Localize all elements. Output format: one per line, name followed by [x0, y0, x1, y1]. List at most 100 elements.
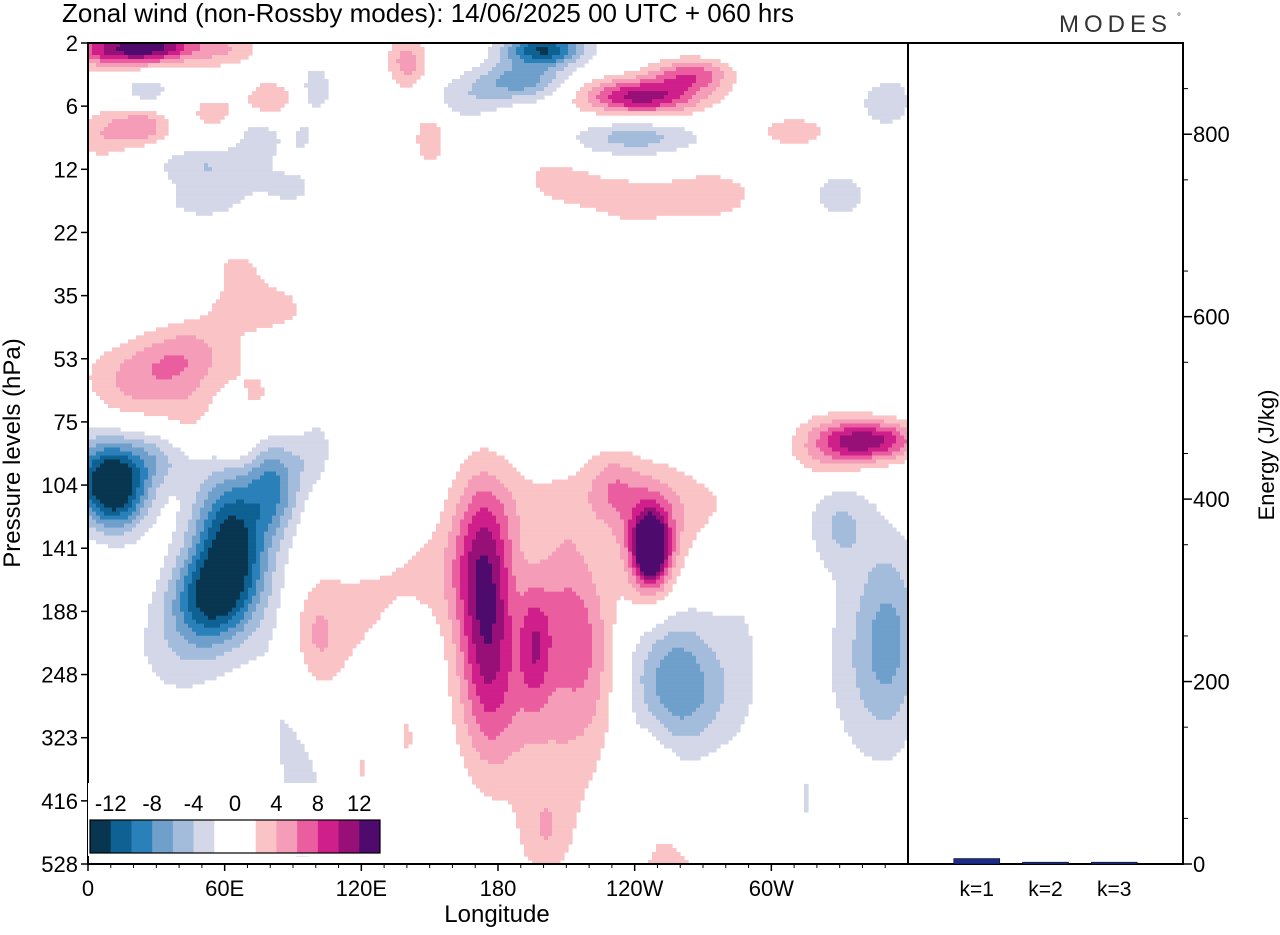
- heatmap-cell: [500, 75, 541, 80]
- heatmap-cell: [188, 547, 197, 553]
- heatmap-cell: [224, 271, 257, 276]
- heatmap-cell: [312, 587, 445, 593]
- heatmap-cell: [520, 659, 533, 665]
- heatmap-cell: [288, 479, 301, 485]
- heatmap-cell: [588, 675, 601, 681]
- heatmap-cell: [676, 75, 697, 80]
- heatmap-cell: [436, 523, 453, 529]
- heatmap-cell: [456, 739, 473, 745]
- heatmap-cell: [768, 127, 821, 132]
- heatmap-cell: [880, 603, 893, 609]
- heatmap-cell: [696, 175, 721, 180]
- heatmap-cell: [200, 47, 233, 52]
- heatmap-cell: [676, 67, 705, 72]
- heatmap-cell: [92, 515, 101, 521]
- heatmap-cell: [148, 619, 165, 625]
- heatmap-cell: [712, 647, 753, 653]
- heatmap-cell: [192, 539, 201, 545]
- heatmap-cell: [448, 675, 461, 681]
- heatmap-cell: [540, 639, 553, 645]
- heatmap-cell: [584, 47, 597, 52]
- heatmap-cell: [664, 535, 669, 541]
- heatmap-cell: [136, 523, 153, 529]
- heatmap-cell: [452, 619, 461, 625]
- heatmap-cell: [672, 535, 677, 541]
- heatmap-cell: [192, 503, 205, 509]
- heatmap-cell: [832, 687, 861, 693]
- heatmap-cell: [148, 655, 181, 661]
- heatmap-cell: [180, 567, 189, 573]
- heatmap-cell: [588, 95, 597, 100]
- heatmap-cell: [500, 567, 509, 573]
- heatmap-cell: [196, 587, 245, 593]
- heatmap-cell: [244, 615, 253, 621]
- heatmap-cell: [680, 547, 689, 553]
- heatmap-cell: [468, 607, 477, 613]
- heatmap-cell: [840, 443, 881, 449]
- heatmap-cell: [168, 583, 177, 589]
- heatmap-cell: [492, 623, 505, 629]
- heatmap-cell: [464, 619, 473, 625]
- heatmap-cell: [892, 431, 901, 437]
- heatmap-cell: [320, 579, 341, 585]
- heatmap-cell: [632, 527, 637, 533]
- heatmap-cell: [464, 547, 473, 553]
- heatmap-cell: [660, 503, 673, 509]
- heatmap-cell: [676, 491, 713, 497]
- heatmap-cell: [552, 635, 593, 641]
- heatmap-cell: [240, 139, 281, 144]
- heatmap-cell: [252, 595, 261, 601]
- heatmap-cell: [132, 483, 141, 489]
- heatmap-cell: [464, 663, 473, 669]
- heatmap-cell: [228, 43, 253, 48]
- heatmap-cell: [596, 475, 653, 481]
- heatmap-cell: [132, 83, 161, 88]
- heatmap-cell: [448, 603, 457, 609]
- heatmap-cell: [196, 523, 205, 529]
- heatmap-cell: [528, 559, 541, 565]
- heatmap-cell: [588, 459, 653, 465]
- heatmap-cell: [224, 283, 269, 288]
- heatmap-cell: [664, 135, 697, 140]
- heatmap-cell: [508, 487, 593, 493]
- heatmap-cell: [636, 563, 641, 569]
- heatmap-cell: [272, 535, 285, 541]
- heatmap-cell: [212, 471, 249, 477]
- heatmap-cell: [244, 519, 257, 525]
- heatmap-cell: [464, 627, 473, 633]
- heatmap-cell: [676, 531, 681, 537]
- heatmap-cell: [480, 631, 493, 637]
- heatmap-cell: [192, 511, 201, 517]
- heatmap-cell: [88, 531, 105, 537]
- heatmap-cell: [220, 507, 261, 513]
- heatmap-cell: [608, 491, 661, 497]
- heatmap-cell: [476, 567, 493, 573]
- heatmap-cell: [576, 43, 585, 48]
- heatmap-cell: [672, 527, 677, 533]
- heatmap-cell: [804, 787, 809, 793]
- heatmap-cell: [416, 59, 425, 64]
- heatmap-cell: [128, 455, 141, 461]
- heatmap-cell: [624, 95, 665, 100]
- heatmap-cell: [248, 535, 257, 541]
- heatmap-cell: [308, 667, 341, 673]
- heatmap-cell: [468, 551, 497, 557]
- heatmap-cell: [468, 599, 477, 605]
- heatmap-cell: [168, 551, 181, 557]
- heatmap-cell: [100, 355, 133, 360]
- heatmap-cell: [168, 459, 253, 465]
- heatmap-cell: [628, 543, 633, 549]
- heatmap-cell: [636, 531, 665, 537]
- heatmap-cell: [900, 447, 909, 453]
- heatmap-cell: [192, 535, 201, 541]
- heatmap-cell: [96, 503, 105, 509]
- heatmap-cell: [472, 547, 497, 553]
- heatmap-cell: [260, 463, 285, 469]
- heatmap-cell: [168, 51, 181, 56]
- heatmap-cell: [152, 479, 165, 485]
- heatmap-cell: [528, 43, 557, 48]
- heatmap-cell: [540, 635, 553, 641]
- heatmap-cell: [264, 607, 277, 613]
- heatmap-cell: [792, 447, 809, 453]
- heatmap-cell: [172, 607, 181, 613]
